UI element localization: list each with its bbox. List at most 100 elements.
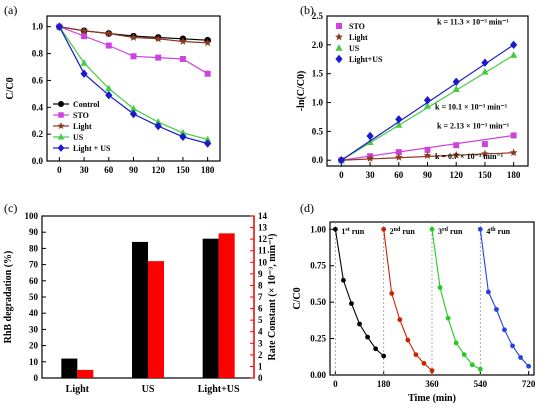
data-point: [477, 226, 483, 232]
data-point: [423, 151, 432, 160]
data-point: [480, 149, 489, 158]
y-tick-label: 0.8: [32, 49, 44, 59]
data-point: [469, 362, 475, 368]
data-point: [526, 363, 532, 369]
y-tick-label: 0.00: [310, 370, 326, 380]
y-tick-label: 20: [29, 341, 39, 351]
legend-marker: [335, 54, 343, 64]
data-point: [481, 141, 488, 148]
y-tick-label: 0.4: [32, 102, 44, 112]
data-point: [204, 139, 212, 148]
y2-tick-label: 12: [258, 234, 268, 244]
data-point: [481, 58, 489, 67]
run-label-suffix: run: [496, 227, 511, 236]
x-tick-label: 90: [129, 165, 139, 175]
data-point: [154, 34, 163, 43]
y-axis-label-main: C/C0: [5, 77, 16, 99]
data-point: [424, 146, 431, 153]
data-point: [129, 109, 138, 119]
y-tick-label: 1.0: [32, 22, 44, 32]
y2-tick-label: 8: [258, 280, 263, 290]
y2-tick-label: 10: [258, 257, 268, 267]
run-label-sup: rd: [442, 227, 449, 233]
y2-tick-label: 13: [258, 223, 268, 233]
data-point: [510, 132, 517, 139]
y-tick-label: 70: [29, 260, 39, 270]
legend-label: Control: [73, 100, 100, 109]
data-point: [81, 33, 88, 40]
y2-tick-label: 1: [258, 361, 263, 371]
data-point: [341, 277, 346, 283]
x-tick-label: 180: [507, 170, 521, 180]
data-point: [429, 368, 435, 374]
x-category-label: US: [142, 384, 155, 395]
data-point: [154, 121, 162, 131]
data-point: [204, 70, 211, 77]
y-tick-label: 0.5: [312, 126, 324, 136]
x-tick-label: 360: [425, 379, 439, 389]
legend-marker: [335, 32, 343, 41]
data-point: [389, 291, 395, 296]
data-point: [423, 96, 432, 105]
data-point: [381, 226, 387, 232]
legend-marker: [57, 133, 65, 140]
data-point: [509, 148, 518, 157]
y2-axis-label: Rate Constant (× 10⁻³, min⁻¹): [267, 234, 278, 361]
y-tick-label: 100: [25, 211, 39, 221]
data-point: [518, 355, 523, 360]
run-line: [334, 229, 385, 357]
y-tick-label: 10: [29, 357, 39, 367]
x-tick-label: 60: [104, 165, 114, 175]
data-point: [510, 343, 515, 349]
data-point: [203, 38, 212, 47]
data-point: [366, 138, 374, 146]
run-label-number: 4: [486, 227, 490, 236]
data-point: [461, 352, 467, 357]
data-point: [178, 37, 187, 45]
x-tick-label: 60: [394, 170, 404, 180]
bar-rate-constant: [148, 261, 164, 378]
bar-degradation: [61, 358, 78, 378]
legend-label: US: [73, 133, 84, 142]
fit-annotation: k = 11.3 × 10⁻³ min⁻¹: [437, 18, 509, 27]
legend-label: Light+US: [349, 55, 383, 64]
y-tick-label: 1.5: [312, 69, 324, 79]
y-tick-label: 0.0: [312, 155, 324, 165]
y2-tick-label: 2: [258, 350, 263, 360]
legend-label: Light: [73, 122, 92, 131]
run-label-number: 3: [438, 227, 442, 236]
data-point: [179, 128, 187, 136]
run-label: 4th run: [486, 227, 510, 236]
legend-marker: [57, 144, 65, 152]
data-point: [357, 321, 362, 327]
x-tick-label: 180: [201, 165, 215, 175]
x-tick-label: 180: [377, 379, 391, 389]
data-point: [80, 59, 88, 66]
x-axis-label: Time (min): [408, 393, 456, 404]
data-point: [485, 289, 491, 295]
y-tick-label: 2.5: [312, 11, 324, 21]
legend-marker: [335, 44, 343, 51]
x-tick-label: 150: [176, 165, 190, 175]
bar-degradation: [202, 238, 219, 378]
run-label-number: 1: [341, 227, 345, 236]
data-point: [105, 91, 113, 100]
run-label-suffix: run: [400, 227, 415, 236]
data-point: [395, 121, 403, 128]
y2-tick-label: 0: [258, 373, 263, 383]
data-point: [366, 131, 374, 141]
y-tick-label: 0.2: [32, 129, 44, 139]
data-point: [477, 366, 483, 372]
y-tick-label: 90: [29, 227, 39, 237]
data-point: [394, 153, 403, 161]
y2-tick-label: 3: [258, 338, 263, 348]
data-point: [365, 334, 370, 340]
y-tick-label: 40: [29, 308, 39, 318]
data-point: [373, 346, 379, 352]
run-label: 3rd run: [438, 227, 463, 236]
x-tick-label: 120: [151, 165, 165, 175]
data-point: [381, 353, 387, 359]
y-tick-label: 60: [29, 276, 39, 286]
y-tick-label: 0: [34, 373, 39, 383]
